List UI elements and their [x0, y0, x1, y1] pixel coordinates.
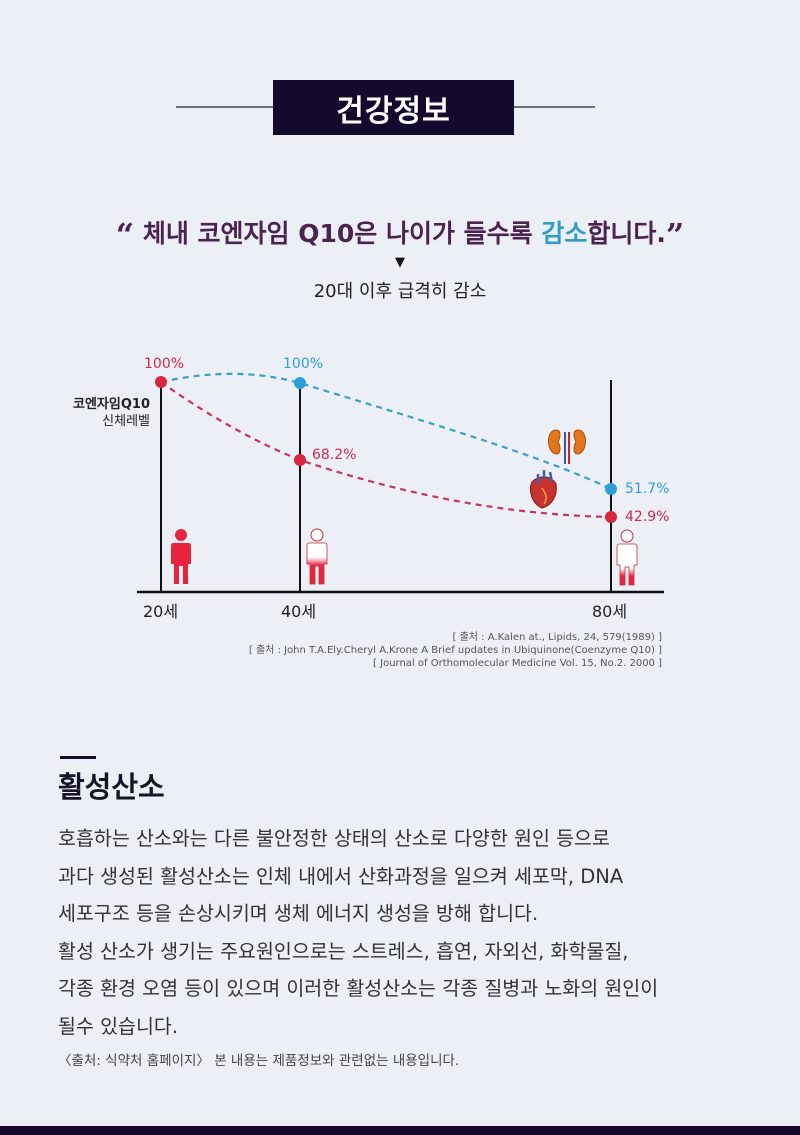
point-blue-40	[294, 377, 306, 389]
heart-icon	[529, 470, 557, 509]
header-rule-left	[176, 106, 274, 108]
section-body: 호흡하는 산소와는 다른 불안정한 상태의 산소로 다양한 원인 등으로 과다 …	[58, 820, 778, 1045]
header-rule-right	[513, 106, 595, 108]
x-label-20: 20세	[143, 602, 179, 621]
point-red-40	[294, 454, 306, 466]
body-line: 각종 환경 오염 등이 있으며 이러한 활성산소는 각종 질병과 노화의 원인이	[58, 977, 659, 1000]
y-label-line1: 코엔자임Q10	[73, 397, 150, 412]
citation-1: [ 출처 : A.Kalen at., Lipids, 24, 579(1989…	[452, 632, 662, 643]
chart-y-label: 코엔자임Q10 신체레벨	[60, 396, 150, 430]
close-quote-icon: ”	[665, 216, 685, 254]
headline-subtitle: 20대 이후 급격히 감소	[313, 281, 487, 302]
label-blue-40: 100%	[283, 356, 324, 372]
body-line: 세포구조 등을 손상시키며 생체 에너지 생성을 방해 합니다.	[58, 902, 539, 925]
body-line: 활성 산소가 생기는 주요원인으로는 스트레스, 흡연, 자외선, 화학물질,	[58, 939, 629, 963]
person-icon-20	[171, 529, 191, 584]
label-blue-80: 51.7%	[625, 481, 670, 497]
section-header-badge: 건강정보	[273, 80, 514, 135]
x-label-80: 80세	[592, 602, 628, 621]
citations: [ 출처 : A.Kalen at., Lipids, 24, 579(1989…	[249, 631, 662, 670]
section-accent-bar	[60, 756, 96, 759]
label-red-40: 68.2%	[312, 447, 357, 463]
blue-curve	[160, 372, 612, 490]
body-line: 호흡하는 산소와는 다른 불안정한 상태의 산소로 다양한 원인 등으로	[58, 827, 610, 850]
kidney-icon	[548, 429, 586, 464]
point-blue-80	[605, 483, 617, 495]
x-label-40: 40세	[281, 602, 317, 621]
bottom-bar	[0, 1126, 800, 1135]
headline-text-before: 체내 코엔자임 Q10은 나이가 들수록	[134, 219, 542, 248]
person-icon-40	[306, 528, 328, 585]
section-footnote: 〈출처: 식약처 홈페이지〉 본 내용는 제품정보와 관련없는 내용입니다.	[58, 1053, 460, 1069]
red-curve	[160, 381, 612, 519]
point-red-80	[605, 511, 617, 523]
headline: “ 체내 코엔자임 Q10은 나이가 들수록 감소합니다.”	[0, 214, 800, 254]
citation-2: [ 출처 : John T.A.Ely.Cheryl A.Krone A Bri…	[248, 645, 662, 656]
header-title: 건강정보	[336, 93, 451, 129]
point-red-20	[155, 376, 167, 388]
label-red-80: 42.9%	[625, 509, 670, 525]
open-quote-icon: “	[115, 216, 135, 254]
body-line: 될수 있습니다.	[58, 1014, 179, 1038]
label-red-20: 100%	[144, 356, 185, 372]
y-label-line2: 신체레벨	[102, 414, 150, 429]
body-line: 과다 생성된 활성산소는 인체 내에서 산화과정을 일으켜 세포막, DNA	[58, 864, 624, 888]
section-title: 활성산소	[58, 770, 165, 804]
citation-3: [ Journal of Orthomolecular Medicine Vol…	[373, 658, 662, 669]
down-arrow-icon: ▼	[395, 255, 405, 270]
headline-text-after: 합니다.	[587, 219, 666, 248]
q10-chart	[137, 372, 664, 594]
person-icon-80	[616, 529, 638, 586]
headline-accent: 감소	[541, 219, 588, 248]
